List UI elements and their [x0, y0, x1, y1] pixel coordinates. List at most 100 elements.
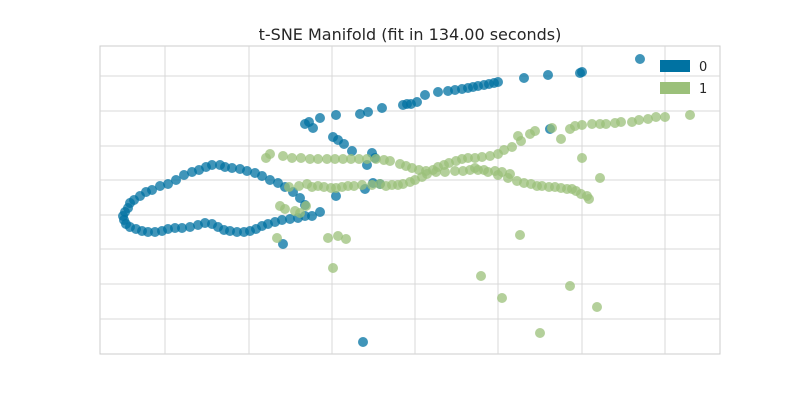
scatter-point-series-1	[584, 194, 594, 204]
scatter-point-series-0	[235, 164, 245, 174]
scatter-point-series-0	[635, 54, 645, 64]
scatter-point-series-1	[493, 170, 503, 180]
plot-area	[99, 45, 721, 355]
scatter-point-series-1	[651, 112, 661, 122]
scatter-point-series-1	[497, 293, 507, 303]
scatter-point-series-1	[643, 114, 653, 124]
scatter-point-series-1	[577, 120, 587, 130]
scatter-point-series-0	[433, 87, 443, 97]
legend-label-0: 0	[699, 60, 707, 75]
scatter-point-series-1	[503, 173, 513, 183]
series-1	[261, 110, 695, 338]
scatter-point-series-1	[295, 208, 305, 218]
scatter-point-series-1	[385, 156, 395, 166]
scatter-point-series-0	[331, 110, 341, 120]
scatter-point-series-1	[587, 119, 597, 129]
chart-title: t-SNE Manifold (fit in 134.00 seconds)	[259, 25, 562, 44]
scatter-point-series-1	[440, 167, 450, 177]
scatter-point-series-0	[493, 77, 503, 87]
scatter-point-series-1	[349, 181, 359, 191]
scatter-point-series-1	[592, 302, 602, 312]
scatter-point-series-1	[362, 154, 372, 164]
scatter-point-series-1	[313, 154, 323, 164]
scatter-point-series-1	[477, 152, 487, 162]
scatter-point-series-1	[305, 154, 315, 164]
scatter-point-series-1	[565, 281, 575, 291]
scatter-point-series-0	[232, 227, 242, 237]
scatter-point-series-0	[277, 215, 287, 225]
scatter-point-series-0	[177, 223, 187, 233]
scatter-point-series-0	[185, 222, 195, 232]
scatter-point-series-1	[294, 181, 304, 191]
scatter-point-series-1	[278, 151, 288, 161]
legend: 0 1	[660, 60, 707, 97]
scatter-point-series-1	[421, 166, 431, 176]
scatter-point-series-1	[280, 204, 290, 214]
scatter-point-series-0	[420, 90, 430, 100]
scatter-point-series-0	[170, 223, 180, 233]
scatter-point-series-1	[296, 153, 306, 163]
scatter-point-series-1	[450, 166, 460, 176]
scatter-point-series-1	[685, 110, 695, 120]
scatter-point-series-0	[331, 191, 341, 201]
scatter-point-series-1	[485, 151, 495, 161]
scatter-point-series-1	[322, 154, 332, 164]
scatter-point-series-0	[363, 107, 373, 117]
legend-swatch-0	[660, 60, 690, 72]
series-0	[118, 54, 645, 347]
scatter-point-series-0	[575, 68, 585, 78]
scatter-point-series-1	[483, 167, 493, 177]
scatter-point-series-1	[338, 154, 348, 164]
legend-swatch-1	[660, 82, 690, 94]
scatter-point-series-1	[431, 167, 441, 177]
grid-lines	[100, 46, 720, 354]
scatter-point-series-0	[412, 97, 422, 107]
scatter-points	[118, 54, 695, 347]
scatter-point-series-1	[301, 201, 311, 211]
scatter-point-series-0	[163, 179, 173, 189]
scatter-point-series-1	[473, 165, 483, 175]
scatter-point-series-1	[595, 173, 605, 183]
plot-background	[99, 45, 721, 355]
scatter-point-series-1	[556, 134, 566, 144]
scatter-point-series-0	[304, 117, 314, 127]
scatter-point-series-0	[358, 337, 368, 347]
scatter-point-series-0	[519, 73, 529, 83]
legend-label-1: 1	[699, 82, 707, 97]
scatter-point-series-0	[215, 160, 225, 170]
scatter-point-series-1	[354, 154, 364, 164]
scatter-point-series-1	[513, 131, 523, 141]
scatter-point-series-1	[601, 119, 611, 129]
scatter-point-series-1	[476, 271, 486, 281]
scatter-point-series-1	[507, 142, 517, 152]
scatter-point-series-1	[287, 153, 297, 163]
scatter-point-series-1	[660, 112, 670, 122]
scatter-point-series-1	[577, 153, 587, 163]
scatter-point-series-0	[315, 113, 325, 123]
scatter-point-series-0	[171, 175, 181, 185]
scatter-point-series-0	[187, 167, 197, 177]
scatter-point-series-0	[347, 146, 357, 156]
scatter-point-series-0	[265, 175, 275, 185]
scatter-point-series-0	[179, 170, 189, 180]
scatter-point-series-1	[272, 233, 282, 243]
scatter-point-series-0	[143, 227, 153, 237]
scatter-point-series-1	[499, 145, 509, 155]
scatter-point-series-1	[530, 126, 540, 136]
scatter-point-series-1	[463, 153, 473, 163]
scatter-point-series-1	[323, 233, 333, 243]
scatter-point-series-0	[355, 109, 365, 119]
scatter-point-series-0	[273, 178, 283, 188]
scatter-point-series-1	[634, 115, 644, 125]
scatter-point-series-1	[367, 180, 377, 190]
scatter-point-series-1	[547, 123, 557, 133]
scatter-point-series-0	[543, 70, 553, 80]
scatter-point-series-1	[465, 165, 475, 175]
scatter-point-series-1	[346, 154, 356, 164]
scatter-point-series-1	[616, 117, 626, 127]
scatter-point-series-0	[295, 193, 305, 203]
scatter-point-series-0	[285, 214, 295, 224]
scatter-point-series-1	[515, 230, 525, 240]
scatter-point-series-1	[328, 263, 338, 273]
